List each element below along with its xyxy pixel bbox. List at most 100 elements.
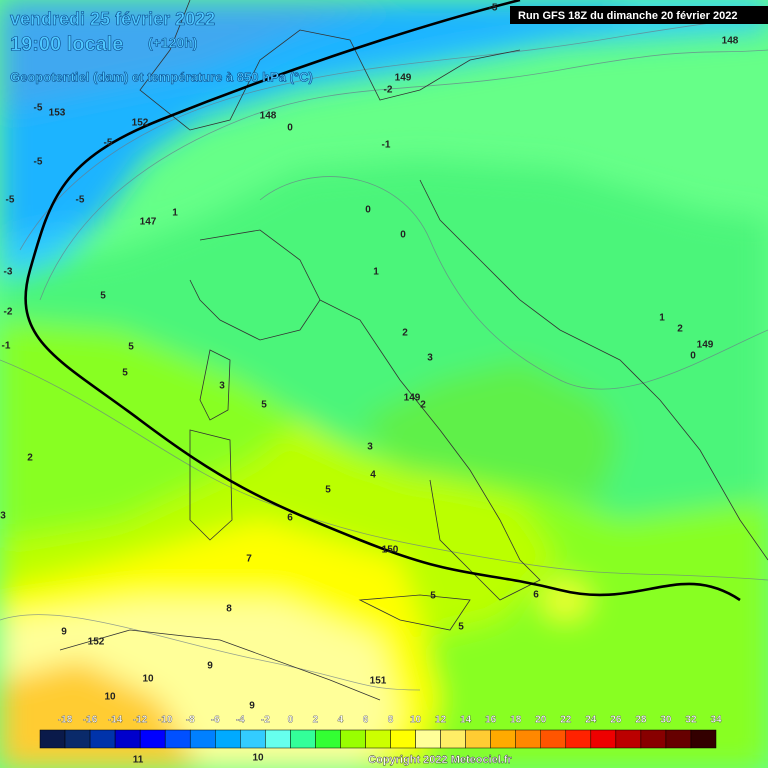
contour-label: 2 [677,324,683,335]
colorbar-cell [690,729,717,749]
contour-label: 3 [427,353,433,364]
colorbar-cell [440,729,466,749]
colorbar-tick-label: -4 [236,715,245,726]
colorbar-tick-label: 28 [635,715,647,726]
contour-label: 6 [287,513,293,524]
colorbar-tick-label: 24 [585,715,597,726]
colorbar-tick-label: 18 [510,715,522,726]
contour-label: 2 [420,400,426,411]
colorbar-cell [540,729,567,749]
colorbar-cell [265,729,291,749]
colorbar-tick-label: -12 [133,715,148,726]
colorbar-tick-label: -2 [261,715,270,726]
contour-label: 2 [27,453,33,464]
colorbar-cell [189,729,216,749]
contour-label: 149 [395,73,412,84]
contour-label: 2 [402,328,408,339]
colorbar-tick-label: 0 [288,715,294,726]
contour-label: 148 [722,36,739,47]
contour-label: 149 [697,340,714,351]
colorbar-tick-label: 6 [363,715,369,726]
colorbar-cell [615,729,642,749]
contour-label: -5 [34,157,43,168]
coastlines [59,0,768,701]
contour-label: 153 [49,108,66,119]
contour-label: 4 [370,470,376,481]
contour-label: 1 [659,313,665,324]
colorbar-tick-label: 2 [313,715,319,726]
colorbar-cell [490,729,516,749]
colorbar-tick-label: -6 [211,715,220,726]
colorbar-tick-label: -16 [83,715,98,726]
colorbar-cell [215,729,241,749]
contour-label: 1 [172,208,178,219]
colorbar-cell [515,729,541,749]
colorbar-tick-label: 12 [435,715,447,726]
contour-label: -2 [384,85,393,96]
colorbar-cell [89,729,116,749]
copyright: Copyright 2022 Meteociel.fr [368,754,512,766]
contour-label: 3 [0,511,6,522]
colorbar-tick-label: -14 [108,715,123,726]
colorbar-cell [665,729,692,749]
contour-label: 0 [365,205,371,216]
colorbar-tick-label: 34 [710,715,722,726]
contour-label: 152 [88,637,105,648]
contour-label: 147 [140,217,157,228]
colorbar-cell [390,729,416,749]
colorbar-tick-label: 32 [685,715,697,726]
contour-label: 10 [252,753,264,764]
contour-label: 151 [370,676,387,687]
colorbar: -18 -16 -14 -12 -10 -8 -6 -4 -2 0 2 4 6 8 10 12 14 16 18 20… [39,714,722,749]
colorbar-tick-label: 26 [610,715,622,726]
contour-label: 10 [142,674,154,685]
colorbar-cell [164,729,191,749]
colorbar-cell [415,729,441,749]
colorbar-cell [465,729,491,749]
colorbar-tick-label: 8 [388,715,394,726]
colorbar-tick-label: 20 [535,715,547,726]
colorbar-cell [290,729,316,749]
contour-label: 9 [207,661,213,672]
contour-label: 5 [100,291,106,302]
colorbar-tick-label: -10 [158,715,173,726]
colorbar-cell [640,729,667,749]
contour-label: -5 [34,103,43,114]
contour-label: -3 [4,267,13,278]
colorbar-cell [315,729,341,749]
run-box [510,6,768,24]
contours [0,14,768,691]
contour-label: -2 [4,307,13,318]
contour-label: 5 [122,368,128,379]
contour-label: -5 [6,195,15,206]
contour-label: 10 [104,692,116,703]
contour-label: 0 [690,351,696,362]
contour-label: 3 [219,381,225,392]
colorbar-tick-label: -18 [58,715,73,726]
contour-label: 6 [533,590,539,601]
date-title: vendredi 25 février 2022 [10,9,215,29]
contour-label: -1 [382,140,391,151]
contour-label: 5 [430,591,436,602]
contour-label: 149 [404,393,421,404]
contour-label: 5 [325,485,331,496]
colorbar-cell [139,729,166,749]
contour-label: 1 [373,267,379,278]
colorbar-tick-label: -8 [186,715,195,726]
colorbar-cell [365,729,391,749]
contour-label: 8 [226,604,232,615]
colorbar-tick-label: 22 [560,715,572,726]
contour-label: 5 [458,622,464,633]
contour-label: 9 [61,627,67,638]
contour-label: 3 [367,442,373,453]
colorbar-tick-label: 16 [485,715,497,726]
colorbar-cell [39,729,66,749]
run-text: Run GFS 18Z du dimanche 20 février 2022 [518,10,737,22]
colorbar-cell [114,729,141,749]
contour-label: 0 [287,123,293,134]
contour-label: -5 [104,138,113,149]
contour-label: 5 [128,342,134,353]
colorbar-tick-label: 10 [410,715,422,726]
